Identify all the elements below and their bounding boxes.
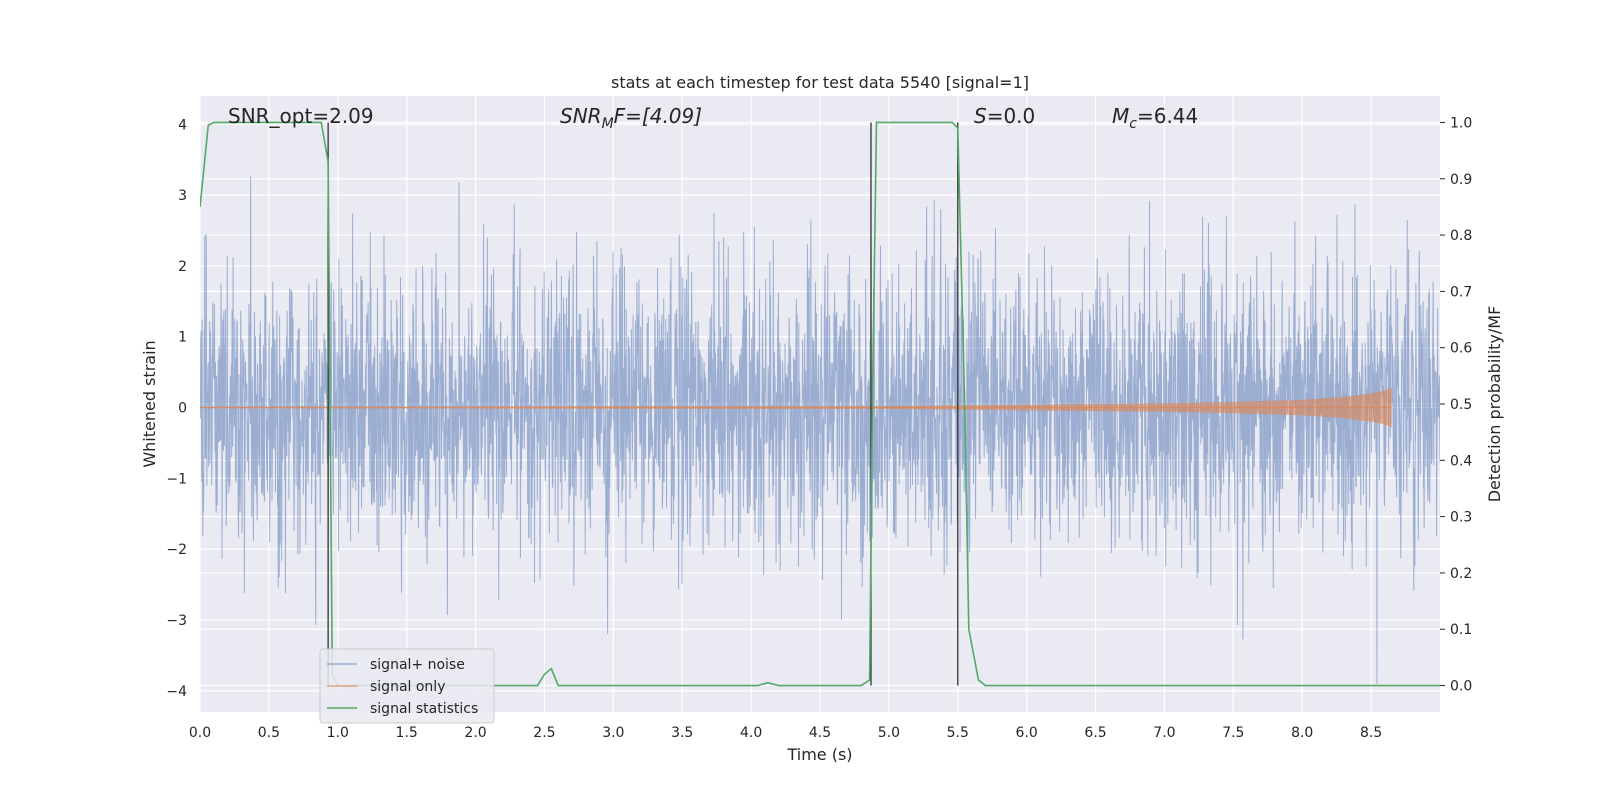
y-tick-label: −1 <box>166 471 187 487</box>
series-signal-statistics <box>200 121 1440 687</box>
y-right-tick-label: 0.8 <box>1450 228 1472 244</box>
x-tick-label: 1.0 <box>327 725 349 741</box>
y-tick-label: 2 <box>178 259 187 275</box>
y-tick-label: 0 <box>178 401 187 417</box>
legend-label-signal-statistics: signal statistics <box>370 701 478 717</box>
s-rest: =0.0 <box>987 104 1036 128</box>
series-signal-noise <box>200 176 1440 684</box>
x-tick-label: 6.5 <box>1084 725 1106 741</box>
y-right-tick-label: 0.9 <box>1450 172 1472 188</box>
snr-mf-base: SNR <box>560 104 602 128</box>
y-right-tick-label: 1.0 <box>1450 115 1472 131</box>
y-tick-label: −2 <box>166 542 187 558</box>
y-axis-label-right: Detection probability/MF <box>1485 306 1504 503</box>
chart-title: stats at each timestep for test data 554… <box>611 73 1029 92</box>
x-tick-label: 4.5 <box>809 725 831 741</box>
y-right-tick-label: 0.3 <box>1450 510 1472 526</box>
legend-label-signal-only: signal only <box>370 679 445 695</box>
x-tick-label: 1.5 <box>396 725 418 741</box>
y-ticks-left: −4 −3 −2 −1 0 1 2 3 4 <box>166 117 187 699</box>
s-italic: S <box>974 104 987 128</box>
x-ticks: 0.0 0.5 1.0 1.5 2.0 2.5 3.0 3.5 4.0 4.5 5.0 5.5 6.0 6… <box>189 725 1382 741</box>
x-tick-label: 7.0 <box>1153 725 1175 741</box>
legend-label-signal-noise: signal+ noise <box>370 657 465 673</box>
signal-noise-line <box>200 176 1440 684</box>
series-signal-only <box>200 387 1392 428</box>
x-tick-label: 2.0 <box>464 725 486 741</box>
y-tick-label: 3 <box>178 188 187 204</box>
legend: signal+ noise signal only signal statist… <box>319 648 495 724</box>
x-tick-label: 3.5 <box>671 725 693 741</box>
annotation-s: S=0.0 <box>974 104 1035 128</box>
annotation-snr-opt: SNR_opt=2.09 <box>228 104 374 128</box>
y-ticks-right: 0.0 0.1 0.2 0.3 0.4 0.5 0.6 0.7 0.8 0.9 1.0 <box>1440 115 1472 695</box>
x-tick-label: 5.5 <box>947 725 969 741</box>
x-tick-label: 8.5 <box>1360 725 1382 741</box>
y-tick-label: 1 <box>178 330 187 346</box>
legend-box <box>319 648 495 724</box>
x-tick-label: 8.0 <box>1291 725 1313 741</box>
mc-sub: c <box>1129 116 1137 132</box>
x-tick-label: 7.5 <box>1222 725 1244 741</box>
x-tick-label: 0.0 <box>189 725 211 741</box>
y-right-tick-label: 0.6 <box>1450 341 1472 357</box>
y-right-tick-label: 0.4 <box>1450 453 1472 469</box>
annotation-mc: Mc=6.44 <box>1112 104 1198 132</box>
y-tick-label: −4 <box>166 684 187 700</box>
x-tick-label: 0.5 <box>258 725 280 741</box>
annotation-snr-mf: SNRMF=[4.09] <box>560 104 702 132</box>
y-right-tick-label: 0.2 <box>1450 566 1472 582</box>
y-right-tick-label: 0.5 <box>1450 397 1472 413</box>
y-axis-label-left: Whitened strain <box>140 340 159 467</box>
mc-base: M <box>1112 104 1129 128</box>
x-axis-label: Time (s) <box>786 745 852 764</box>
x-tick-label: 4.0 <box>740 725 762 741</box>
x-tick-label: 5.0 <box>878 725 900 741</box>
y-tick-label: 4 <box>178 117 187 133</box>
x-tick-label: 6.0 <box>1016 725 1038 741</box>
mc-rest: =6.44 <box>1137 104 1198 128</box>
snr-mf-rest: F=[4.09] <box>614 104 702 128</box>
x-tick-label: 2.5 <box>533 725 555 741</box>
x-tick-label: 3.0 <box>602 725 624 741</box>
signal-statistics-line <box>200 121 1440 687</box>
y-right-tick-label: 0.7 <box>1450 284 1472 300</box>
y-right-tick-label: 0.1 <box>1450 622 1472 638</box>
y-tick-label: −3 <box>166 613 187 629</box>
snr-mf-sub: M <box>602 116 614 132</box>
y-right-tick-label: 0.0 <box>1450 679 1472 695</box>
